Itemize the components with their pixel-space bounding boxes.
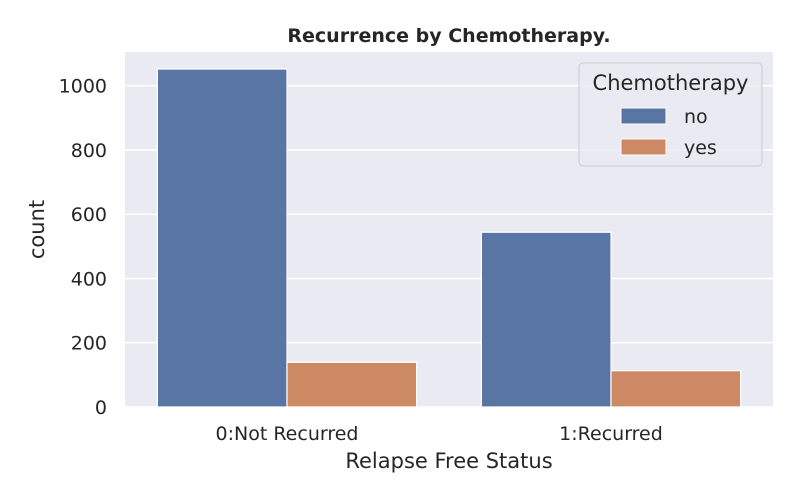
legend-title: Chemotherapy [593,71,749,95]
legend-swatch-no [620,107,667,125]
bar-yes [286,361,418,408]
x-axis-label: Relapse Free Status [345,449,552,473]
bar-no [156,68,288,408]
bar-no [480,231,612,408]
legend-items: no yes [620,106,717,159]
y-tick-label: 0 [95,397,107,419]
bars [156,68,742,408]
tick-labels: 0 200 400 600 800 1000 0:Not Recurred 1:Recurre… [59,76,663,445]
legend-label-yes: yes [684,137,717,159]
legend-label-no: no [684,106,708,128]
x-tick-label: 1:Recurred [559,423,663,445]
chart-title: Recurrence by Chemotherapy. [287,25,610,47]
y-tick-label: 800 [71,140,107,162]
y-axis-label: count [25,200,49,259]
y-tick-label: 200 [71,333,107,355]
y-tick-label: 600 [71,204,107,226]
y-tick-label: 1000 [59,76,107,98]
legend: Chemotherapy no yes [578,62,763,167]
x-tick-label: 0:Not Recurred [216,423,359,445]
y-tick-label: 400 [71,268,107,290]
legend-swatch-yes [620,138,667,156]
bar-yes [610,370,742,408]
